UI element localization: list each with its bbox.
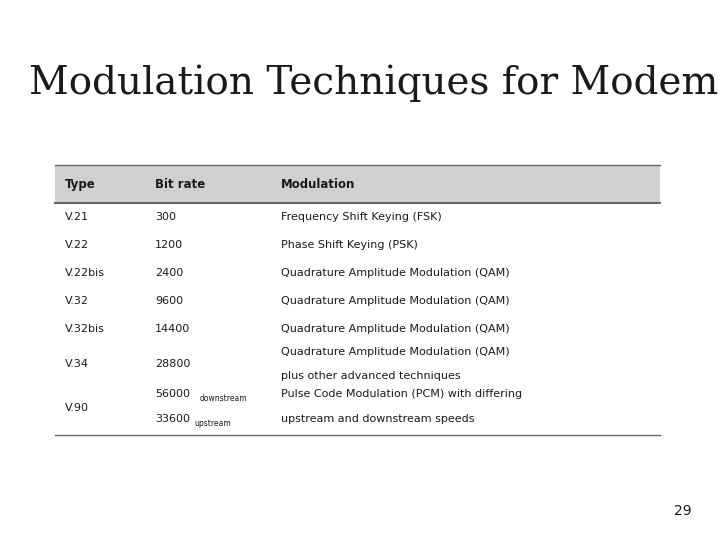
Text: V.22: V.22 [65,240,89,250]
Text: Bit rate: Bit rate [155,178,205,191]
Text: V.32: V.32 [65,296,89,306]
Text: Modulation Techniques for Modems: Modulation Techniques for Modems [29,65,720,102]
Text: Pulse Code Modulation (PCM) with differing: Pulse Code Modulation (PCM) with differi… [281,389,522,399]
Text: Type: Type [65,178,96,191]
Text: V.22bis: V.22bis [65,268,105,278]
Text: 33600: 33600 [155,414,190,424]
Text: 56000: 56000 [155,389,190,399]
Text: 1200: 1200 [155,240,183,250]
Text: plus other advanced techniques: plus other advanced techniques [281,370,460,381]
Text: V.32bis: V.32bis [65,325,104,334]
Text: Phase Shift Keying (PSK): Phase Shift Keying (PSK) [281,240,418,250]
Text: Quadrature Amplitude Modulation (QAM): Quadrature Amplitude Modulation (QAM) [281,347,510,357]
Text: Frequency Shift Keying (FSK): Frequency Shift Keying (FSK) [281,212,441,222]
Text: 28800: 28800 [155,359,190,369]
Text: Quadrature Amplitude Modulation (QAM): Quadrature Amplitude Modulation (QAM) [281,296,510,306]
Text: downstream: downstream [199,394,247,403]
Text: 2400: 2400 [155,268,183,278]
Text: upstream and downstream speeds: upstream and downstream speeds [281,414,474,424]
Bar [55,165,660,203]
Text: 9600: 9600 [155,296,183,306]
Text: Quadrature Amplitude Modulation (QAM): Quadrature Amplitude Modulation (QAM) [281,325,510,334]
Text: Modulation: Modulation [281,178,355,191]
Text: 29: 29 [674,504,691,518]
Text: V.90: V.90 [65,403,89,413]
Text: Quadrature Amplitude Modulation (QAM): Quadrature Amplitude Modulation (QAM) [281,268,510,278]
Text: V.34: V.34 [65,359,89,369]
Text: upstream: upstream [194,420,231,428]
Text: V.21: V.21 [65,212,89,222]
Text: 300: 300 [155,212,176,222]
Text: 14400: 14400 [155,325,190,334]
